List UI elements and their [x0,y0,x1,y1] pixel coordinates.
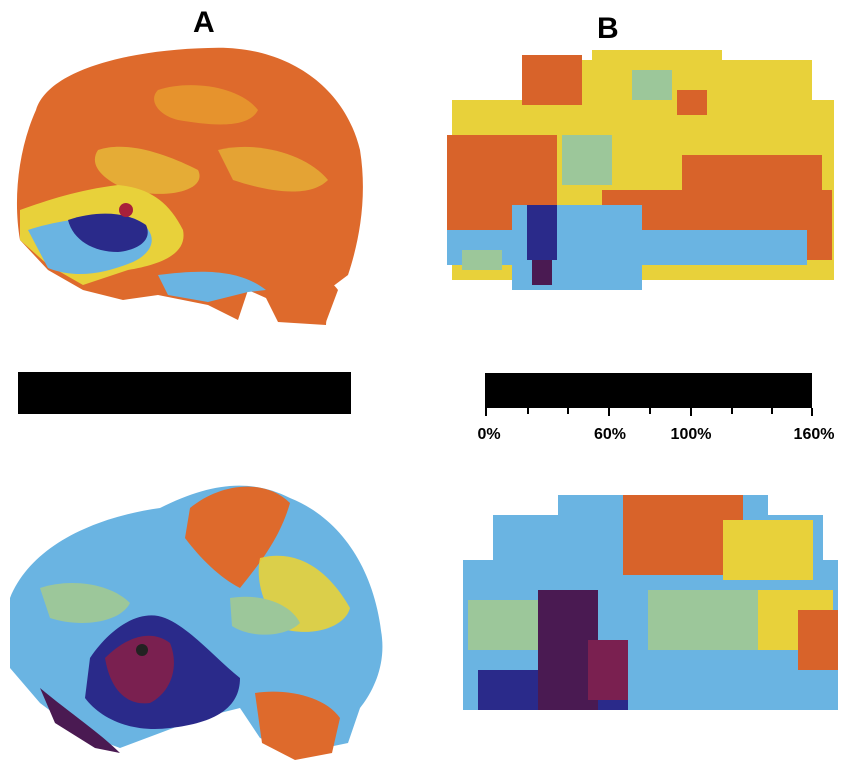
scale-label-0: 0% [477,426,501,443]
scale-tick [771,408,773,414]
scale-tick [649,408,651,414]
scale-tick [731,408,733,414]
panel-label-a: A [193,6,215,39]
scale-tick [527,408,529,414]
scale-tick [690,408,692,416]
brain-map-a-bottom [0,478,385,773]
scale-tick [567,408,569,414]
scale-tick [811,408,813,416]
panel-label-b: B [597,12,619,45]
scale-tick [485,408,487,416]
scale-bar-b [485,373,812,408]
brain-map-a-top [8,40,378,330]
brain-map-b-top [432,40,834,295]
brain-map-b-bottom [448,490,843,715]
scale-label-160: 160% [793,426,835,443]
scale-tick [608,408,610,416]
scale-bar-a [18,372,351,414]
scale-label-60: 60% [593,426,627,443]
scale-label-100: 100% [670,426,712,443]
